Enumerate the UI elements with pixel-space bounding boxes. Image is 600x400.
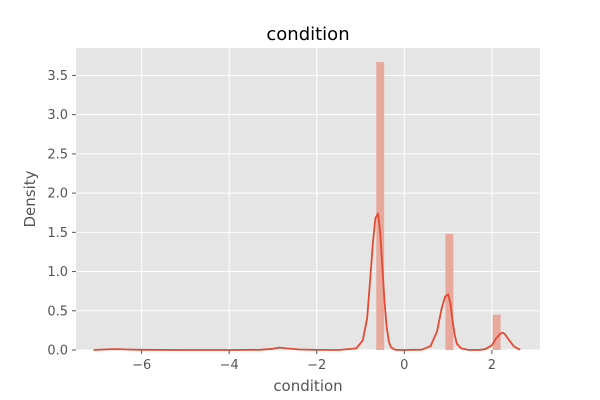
- x-tick-label: −4: [220, 358, 239, 373]
- chart-title: condition: [266, 24, 349, 45]
- axis-ticks: −6 −4 −2 0 2 0.0 0.5 1.0 1.5 2.0 2.5 3.0 3.5: [47, 69, 496, 373]
- x-tick-label: 0: [400, 358, 408, 373]
- y-tick-label: 2.0: [47, 187, 68, 202]
- y-tick-label: 1.5: [47, 226, 68, 241]
- histogram-bar: [492, 314, 501, 350]
- kde-line: [93, 212, 521, 351]
- y-tick-label: 0.0: [47, 344, 68, 359]
- y-tick-label: 2.5: [47, 147, 68, 162]
- x-axis-title: condition: [273, 377, 342, 395]
- y-tick-label: 3.5: [47, 69, 68, 84]
- plot-area: [76, 48, 540, 350]
- kde-curve: [93, 212, 521, 351]
- x-tick-label: 2: [488, 358, 496, 373]
- histogram-bars: [376, 62, 501, 351]
- histogram-bar: [445, 233, 454, 350]
- y-tick-label: 3.0: [47, 108, 68, 123]
- x-tick-label: −2: [307, 358, 326, 373]
- histogram-bar: [376, 62, 385, 351]
- x-tick-label: −6: [132, 358, 151, 373]
- y-axis-title: Density: [21, 170, 39, 227]
- y-tick-label: 1.0: [47, 265, 68, 280]
- y-tick-label: 0.5: [47, 304, 68, 319]
